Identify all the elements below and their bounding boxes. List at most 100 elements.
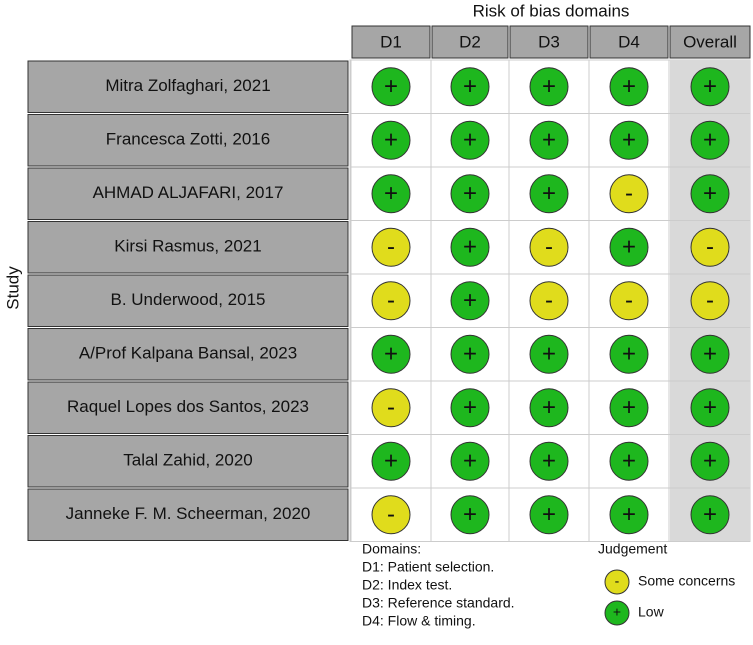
study-box [27,114,349,167]
judgement-symbol: + [463,73,477,100]
domains-legend-item: D3: Reference standard. [362,595,515,611]
study-name: Talal Zahid, 2020 [123,451,252,470]
judgement-circle [529,441,569,481]
judgement-symbol: - [387,234,395,261]
judgement-symbol: - [545,234,553,261]
judgement-symbol: - [625,180,633,207]
judgement-circle [371,67,411,107]
judgement-circle [609,67,649,107]
judgement-symbol: + [463,127,477,154]
judgement-symbol: + [384,341,398,368]
judgement-circle [450,495,490,535]
study-box [27,381,349,434]
study-box [27,60,349,113]
judgement-circle [529,281,569,321]
study-box [27,488,349,541]
judgement-symbol: + [542,73,556,100]
judgement-circle [690,174,730,214]
judgement-symbol: + [463,448,477,475]
column-header: D1 [380,32,402,51]
judgement-symbol: + [622,341,636,368]
judgement-circle [609,334,649,374]
judgement-symbol: + [384,448,398,475]
judgement-symbol: + [384,127,398,154]
judgement-symbol: + [703,341,717,368]
judgement-symbol: + [542,394,556,421]
judgement-circle [450,67,490,107]
judgement-circle [529,388,569,428]
judgement-circle [371,334,411,374]
legend-symbol: + [613,604,621,620]
judgement-circle [690,227,730,267]
judgement-symbol: + [703,501,717,528]
y-axis-label: Study [3,266,22,310]
column-header-box [669,25,751,59]
judgement-symbol: + [622,394,636,421]
judgement-circle [609,495,649,535]
judgement-circle [529,227,569,267]
judgement-circle [371,174,411,214]
judgement-symbol: - [387,394,395,421]
domains-legend-title: Domains: [362,541,421,557]
judgement-symbol: + [463,234,477,261]
judgement-circle [690,281,730,321]
judgement-circle [371,495,411,535]
judgement-symbol: + [703,73,717,100]
judgement-symbol: + [622,501,636,528]
judgement-symbol: + [622,127,636,154]
judgement-circle [371,441,411,481]
judgement-symbol: + [542,180,556,207]
column-header-box [431,25,509,59]
judgement-symbol: + [622,448,636,475]
judgement-symbol: + [463,287,477,314]
judgement-symbol: + [622,73,636,100]
judgement-symbol: + [703,127,717,154]
judgement-circle [690,441,730,481]
judgement-circle [371,120,411,160]
judgement-symbol: + [384,180,398,207]
judgement-symbol: - [706,234,714,261]
domains-legend-item: D4: Flow & timing. [362,613,476,629]
column-header-box [351,25,431,59]
study-box [27,221,349,274]
judgement-circle [450,227,490,267]
study-name: AHMAD ALJAFARI, 2017 [93,183,284,202]
judgement-symbol: + [384,73,398,100]
judgement-circle [609,388,649,428]
judgement-circle [450,441,490,481]
study-box [27,167,349,220]
judgement-circle [690,495,730,535]
legend-circle [604,600,630,626]
judgement-symbol: + [703,394,717,421]
judgement-symbol: + [703,448,717,475]
judgement-circle [609,441,649,481]
plot-title: Risk of bias domains [473,1,630,20]
judgement-legend-title: Judgement [598,541,667,557]
judgement-symbol: + [542,448,556,475]
judgement-symbol: + [542,341,556,368]
judgement-circle [371,227,411,267]
judgement-circle [450,281,490,321]
judgement-circle [529,67,569,107]
judgement-symbol: + [463,180,477,207]
judgement-circle [690,67,730,107]
judgement-circle [529,495,569,535]
study-name: B. Underwood, 2015 [111,290,266,309]
judgement-circle [609,281,649,321]
judgement-symbol: + [542,501,556,528]
judgement-symbol: + [703,180,717,207]
judgement-symbol: - [387,501,395,528]
judgement-circle [450,388,490,428]
judgement-circle [450,174,490,214]
judgement-symbol: - [625,287,633,314]
judgement-circle [529,334,569,374]
domains-legend-item: D2: Index test. [362,577,452,593]
column-header-box [509,25,589,59]
study-box [27,274,349,327]
column-header: Overall [683,32,737,51]
study-box [27,328,349,381]
judgement-symbol: + [463,501,477,528]
judgement-symbol: + [542,127,556,154]
study-box [27,435,349,488]
study-name: Francesca Zotti, 2016 [106,130,270,149]
